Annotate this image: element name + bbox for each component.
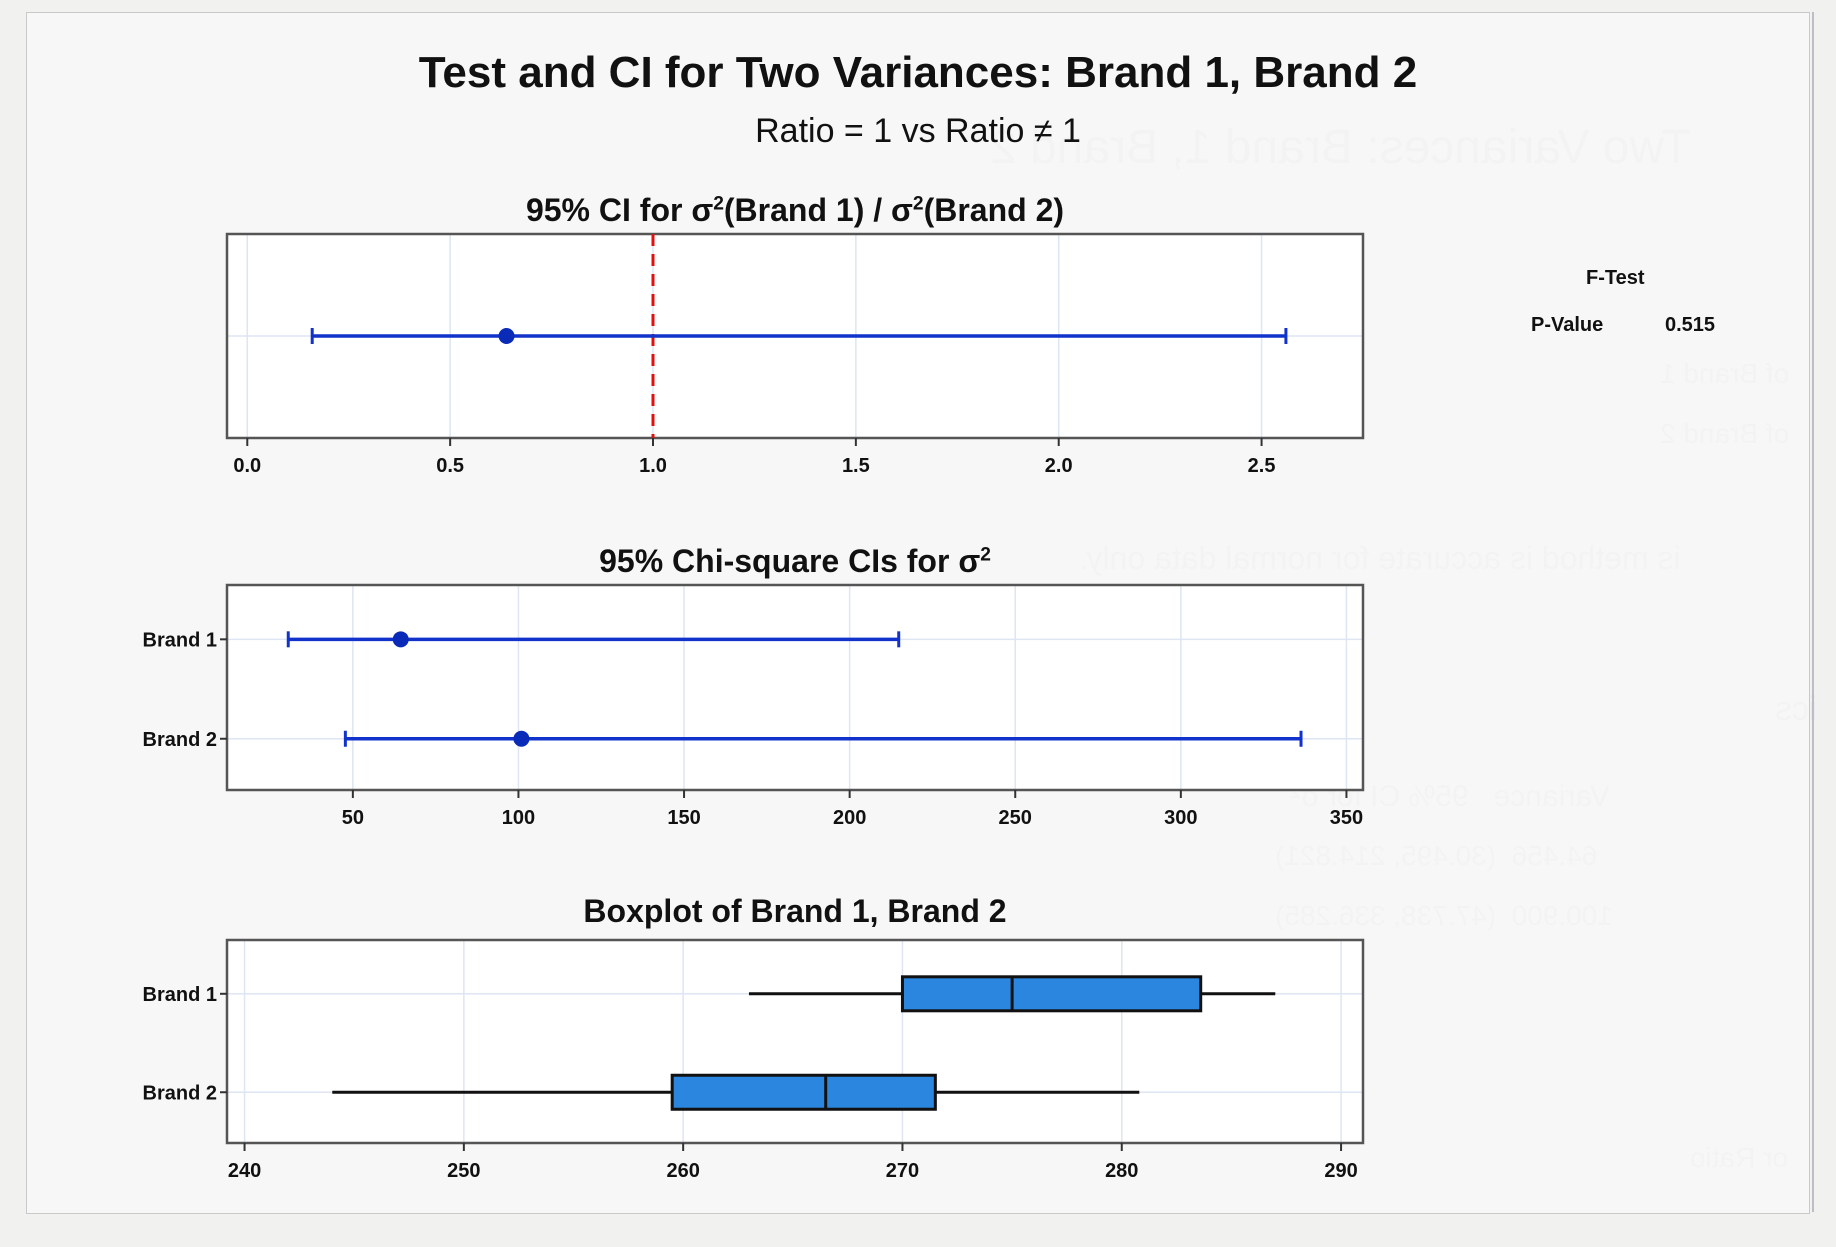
x-tick-label: 100 <box>502 807 535 829</box>
box-iqr <box>900 975 1203 1013</box>
boxplot-title: Boxplot of Brand 1, Brand 2 <box>583 893 1007 929</box>
x-tick-label: 290 <box>1324 1160 1357 1182</box>
x-tick-label: 2.5 <box>1248 455 1276 477</box>
x-tick-label: 1.5 <box>842 455 870 477</box>
subtitle: Ratio = 1 vs Ratio ≠ 1 <box>755 112 1081 150</box>
x-tick-label: 2.0 <box>1045 455 1073 477</box>
x-tick-label: 300 <box>1164 807 1197 829</box>
x-tick-label: 250 <box>447 1160 480 1182</box>
pvalue-label: P-Value <box>1531 314 1604 336</box>
x-tick-label: 0.0 <box>233 455 261 477</box>
pvalue-value: 0.515 <box>1665 314 1716 336</box>
y-tick-label: Brand 1 <box>143 984 217 1006</box>
page-edge <box>1812 12 1814 1212</box>
x-tick-label: 240 <box>228 1160 261 1182</box>
x-tick-label: 1.0 <box>639 455 667 477</box>
ratio-ci-plot-title: 95% CI for σ2(Brand 1) / σ2(Brand 2) <box>525 192 1065 228</box>
x-tick-label: 350 <box>1330 807 1363 829</box>
x-tick-label: 270 <box>886 1160 919 1182</box>
x-tick-label: 280 <box>1105 1160 1138 1182</box>
plot-area <box>227 585 1363 790</box>
x-tick-label: 150 <box>667 807 700 829</box>
chisquare-ci-plot-title: 95% Chi-square CIs for σ2 <box>599 543 991 579</box>
x-tick-label: 0.5 <box>436 455 464 477</box>
x-tick-label: 260 <box>666 1160 699 1182</box>
y-tick-label: Brand 2 <box>143 1082 217 1104</box>
y-tick-label: Brand 1 <box>143 629 217 651</box>
ci-estimate-point <box>392 631 409 648</box>
y-tick-label: Brand 2 <box>143 729 217 751</box>
x-tick-label: 250 <box>999 807 1032 829</box>
main-title: Test and CI for Two Variances: Brand 1, … <box>418 48 1418 97</box>
x-tick-label: 200 <box>833 807 866 829</box>
ci-estimate-point <box>498 328 515 344</box>
plot-frame <box>225 583 1365 792</box>
plot-frame <box>225 232 1365 440</box>
box-iqr <box>670 1073 937 1111</box>
plot-area <box>227 940 1363 1143</box>
x-tick-label: 50 <box>342 807 364 829</box>
ftest-header: F-Test <box>1586 267 1645 289</box>
ci-estimate-point <box>513 730 530 747</box>
plot-frame <box>225 938 1365 1145</box>
